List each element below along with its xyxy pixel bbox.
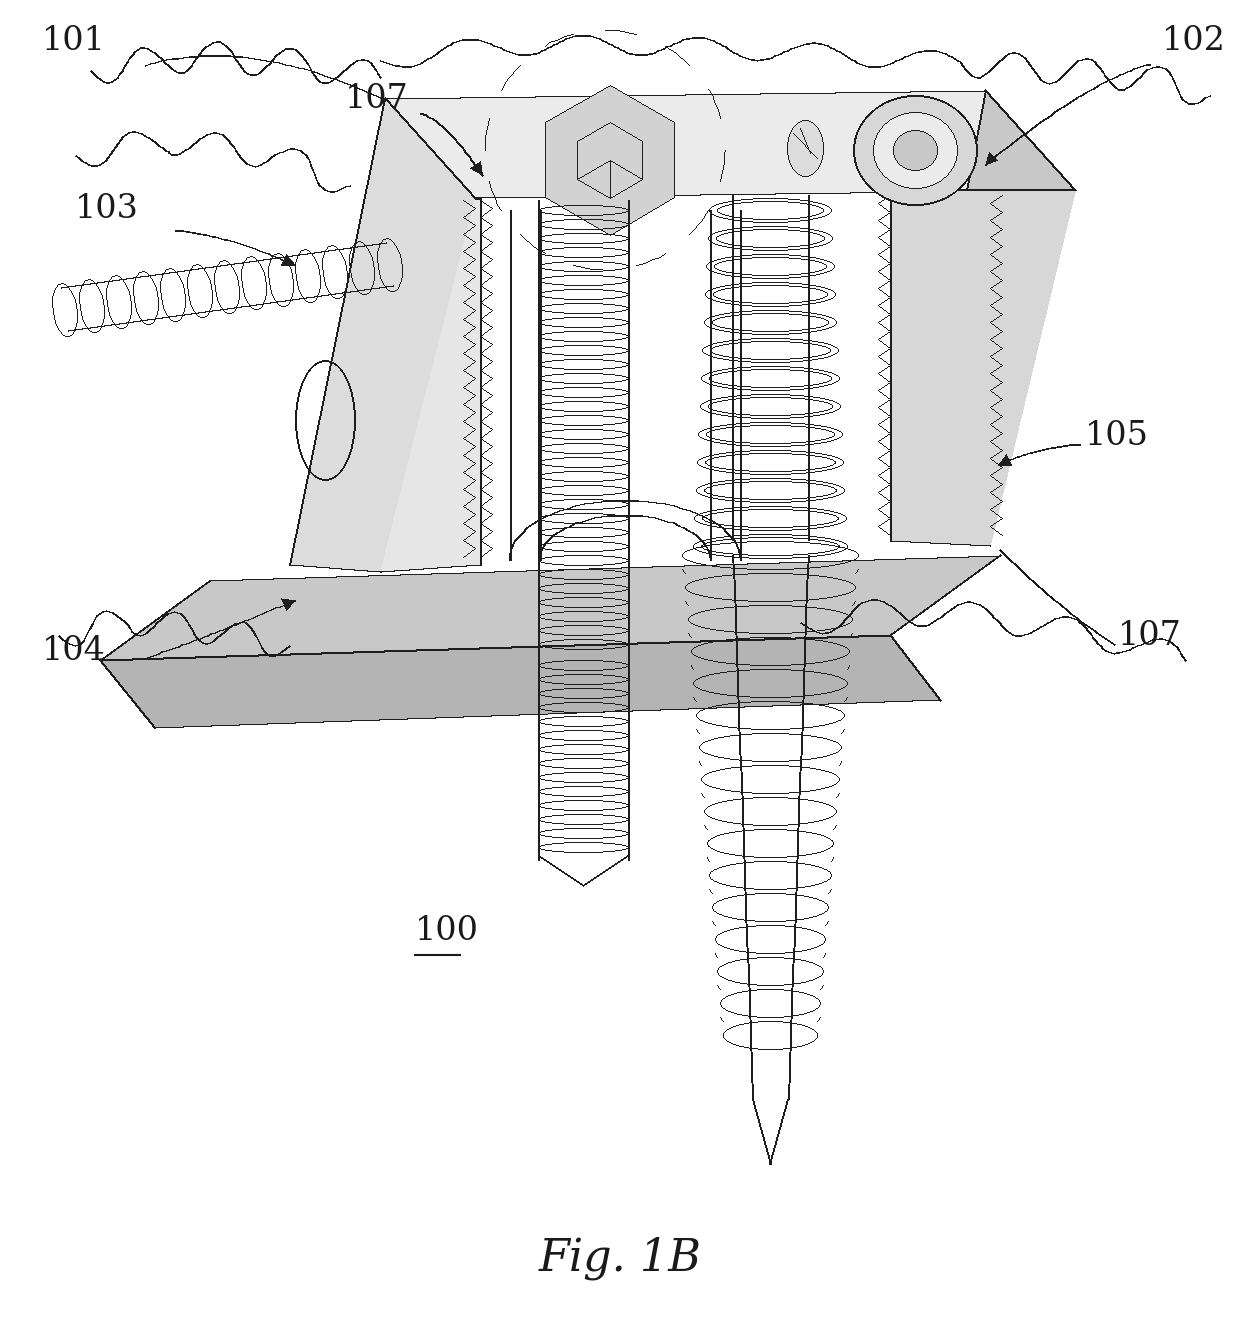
Text: 100: 100 — [415, 915, 479, 947]
Text: 104: 104 — [42, 635, 105, 667]
Text: 103: 103 — [74, 192, 139, 224]
Text: 105: 105 — [1085, 420, 1149, 452]
Text: 101: 101 — [42, 25, 105, 57]
Text: 107: 107 — [1118, 620, 1182, 652]
Text: 102: 102 — [1162, 25, 1226, 57]
Text: Fig. 1B: Fig. 1B — [538, 1236, 702, 1280]
Text: 107: 107 — [345, 83, 409, 115]
